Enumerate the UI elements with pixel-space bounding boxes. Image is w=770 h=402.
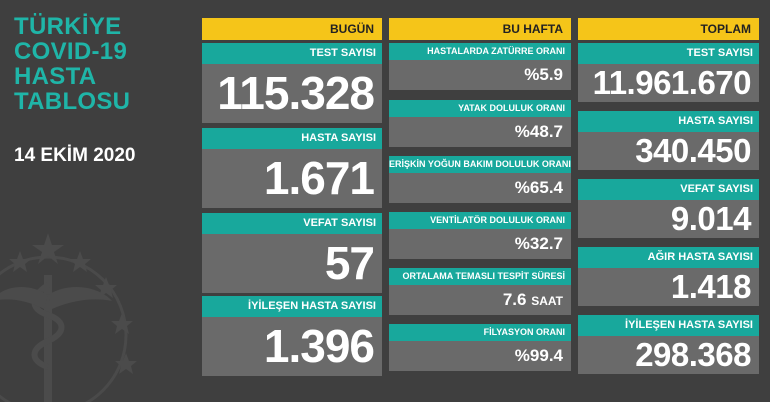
stat-number: %99.4: [514, 346, 563, 365]
stat-unit: SAAT: [531, 294, 563, 308]
stat-number: %32.7: [514, 234, 563, 253]
week-header: BU HAFTA: [389, 18, 571, 40]
stat-number: %5.9: [524, 65, 563, 84]
stat-value: 7.6 SAAT: [389, 285, 571, 315]
stat-value: %5.9: [389, 60, 571, 90]
stat-card: HASTA SAYISI 1.671: [202, 128, 382, 208]
stat-value: 115.328: [202, 64, 382, 123]
stat-value: 1.418: [578, 268, 759, 306]
title-line: TABLOSU: [14, 88, 131, 115]
stat-card: YATAK DOLULUK ORANI %48.7: [389, 100, 571, 147]
stat-value: 298.368: [578, 336, 759, 374]
stat-label: TEST SAYISI: [578, 43, 759, 64]
stat-number: %48.7: [514, 122, 563, 141]
stat-value: 1.396: [202, 317, 382, 376]
stat-value: %32.7: [389, 229, 571, 259]
stat-label: İYİLEŞEN HASTA SAYISI: [202, 296, 382, 317]
stat-label: VENTİLATÖR DOLULUK ORANI: [389, 212, 571, 229]
board-title: TÜRKİYE COVID-19 HASTA TABLOSU: [14, 14, 130, 114]
stat-card: FİLYASYON ORANI %99.4: [389, 324, 571, 371]
stat-card: VEFAT SAYISI 57: [202, 213, 382, 293]
title-line: HASTA: [14, 63, 97, 90]
stat-label: FİLYASYON ORANI: [389, 324, 571, 341]
stat-label: HASTA SAYISI: [202, 128, 382, 149]
stat-value: 1.671: [202, 149, 382, 208]
stat-label: VEFAT SAYISI: [202, 213, 382, 234]
stat-label: AĞIR HASTA SAYISI: [578, 247, 759, 268]
stat-card: TEST SAYISI 115.328: [202, 43, 382, 123]
stat-label: İYİLEŞEN HASTA SAYISI: [578, 315, 759, 336]
stat-card: İYİLEŞEN HASTA SAYISI 298.368: [578, 315, 759, 374]
stat-card: HASTALARDA ZATÜRRE ORANI %5.9: [389, 43, 571, 90]
stat-value: 11.961.670: [578, 64, 759, 102]
total-header: TOPLAM: [578, 18, 759, 40]
stat-value: %48.7: [389, 117, 571, 147]
stat-value: %99.4: [389, 341, 571, 371]
stat-label: TEST SAYISI: [202, 43, 382, 64]
stat-label: HASTA SAYISI: [578, 111, 759, 132]
stat-label: HASTALARDA ZATÜRRE ORANI: [389, 43, 571, 60]
stat-label: YATAK DOLULUK ORANI: [389, 100, 571, 117]
stat-value: 9.014: [578, 200, 759, 238]
stat-card: VEFAT SAYISI 9.014: [578, 179, 759, 238]
stat-value: %65.4: [389, 173, 571, 203]
stat-label: ERİŞKİN YOĞUN BAKIM DOLULUK ORANI: [389, 156, 571, 173]
ministry-emblem-icon: [0, 233, 137, 402]
title-line: TÜRKİYE: [14, 13, 122, 40]
stat-card: AĞIR HASTA SAYISI 1.418: [578, 247, 759, 306]
stat-label: ORTALAMA TEMASLI TESPİT SÜRESİ: [389, 268, 571, 285]
stat-card: TEST SAYISI 11.961.670: [578, 43, 759, 102]
stat-number: %65.4: [514, 178, 563, 197]
stat-card: İYİLEŞEN HASTA SAYISI 1.396: [202, 296, 382, 376]
report-date: 14 EKİM 2020: [14, 145, 136, 166]
stat-card: HASTA SAYISI 340.450: [578, 111, 759, 170]
stat-value: 340.450: [578, 132, 759, 170]
stat-value: 57: [202, 234, 382, 293]
stat-card: ERİŞKİN YOĞUN BAKIM DOLULUK ORANI %65.4: [389, 156, 571, 203]
stat-number: 7.6: [502, 290, 527, 309]
today-header: BUGÜN: [202, 18, 382, 40]
title-line: COVID-19: [14, 38, 128, 65]
stat-label: VEFAT SAYISI: [578, 179, 759, 200]
stat-card: VENTİLATÖR DOLULUK ORANI %32.7: [389, 212, 571, 259]
stat-card: ORTALAMA TEMASLI TESPİT SÜRESİ 7.6 SAAT: [389, 268, 571, 315]
